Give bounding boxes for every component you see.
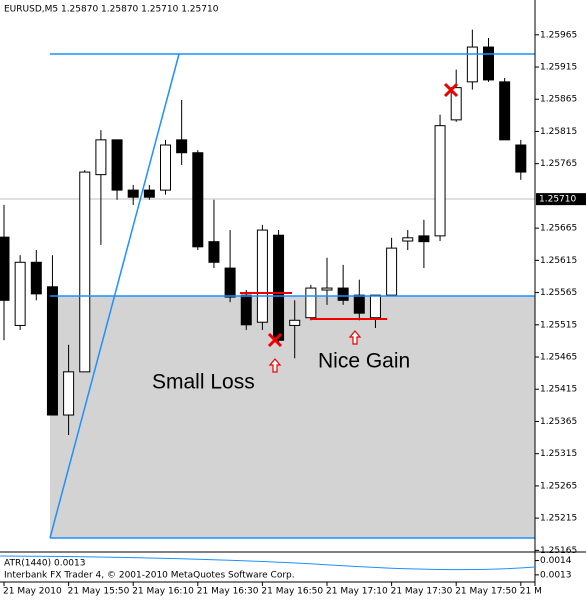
y-tick-label: 1.25365 (540, 417, 577, 427)
candle-body (208, 241, 220, 263)
x-markers (267, 82, 459, 348)
indicator-label: ATR(1440) 0.0013 (4, 559, 86, 569)
x-tick-label: 21 May 17:30 (391, 587, 453, 597)
y-tick-label: 1.25615 (540, 256, 577, 266)
candle-body (289, 319, 301, 326)
y-tick-label: 0.0014 (540, 556, 572, 566)
candle-body (127, 189, 139, 198)
y-tick-label: 1.25865 (540, 95, 577, 105)
candle-body (256, 229, 268, 323)
x-tick-label: 21 May 2010 (3, 587, 62, 597)
y-tick-label: 1.25665 (540, 224, 577, 234)
last-price-label: 1.25710 (539, 195, 576, 205)
candle-body (240, 294, 252, 326)
title-bg (2, 2, 234, 14)
y-tick-label: 1.25415 (540, 385, 577, 395)
x-tick-label: 21 May 15:50 (68, 587, 130, 597)
x-tick-label: 21 May 17:50 (455, 587, 517, 597)
candle-body (79, 171, 91, 373)
footer: Interbank FX Trader 4, © 2001-2010 MetaQ… (4, 571, 295, 581)
x-tick-label: 21 May 17:10 (326, 587, 388, 597)
candle-body (499, 81, 511, 141)
y-tick-label: 1.25165 (540, 546, 577, 556)
candle-body (337, 287, 349, 301)
candle-body (63, 371, 75, 416)
y-tick-label: 1.25465 (540, 353, 577, 363)
last-price-box (536, 193, 586, 206)
y-tick-label: 1.25215 (540, 514, 577, 524)
candle-body (111, 139, 123, 191)
y-tick-label: 1.25815 (540, 127, 577, 137)
candle-body (192, 152, 204, 248)
candle-body (450, 87, 462, 121)
candle-body (95, 139, 107, 176)
candle-body (321, 287, 333, 291)
y-tick-label: 0.0013 (540, 570, 572, 580)
candle-body (483, 46, 494, 81)
candles (0, 29, 527, 435)
candle-body (434, 125, 446, 237)
x-tick-label: 21 May 16:50 (261, 587, 323, 597)
annotation: Nice Gain (318, 350, 410, 373)
candle-body (224, 267, 236, 298)
candle-body (30, 261, 42, 295)
y-tick-label: 1.25765 (540, 159, 577, 169)
chart-title: EURUSD,M5 1.25870 1.25870 1.25710 1.2571… (4, 5, 219, 15)
shaded-zone (50, 296, 535, 538)
candle-body (176, 139, 188, 154)
candle-body (386, 247, 398, 296)
candle-body (515, 144, 527, 173)
trendline (49, 53, 180, 539)
candle-body (273, 234, 285, 341)
y-tick-label: 1.25915 (540, 63, 577, 73)
candle-body (305, 287, 317, 319)
x-tick-label: 21 May 16:10 (132, 587, 194, 597)
candle-body (369, 294, 381, 319)
candle-body (160, 144, 171, 191)
candle-body (353, 294, 365, 314)
y-tick-label: 1.25515 (540, 320, 577, 330)
candle-body (143, 189, 155, 198)
candle-body (402, 237, 414, 242)
candle-body (14, 261, 26, 326)
candle-body (466, 46, 478, 83)
candle-body (46, 286, 58, 416)
annotation: Small Loss (152, 371, 255, 394)
atr-line (0, 555, 536, 571)
x-tick-label: 21 May 16:30 (197, 587, 259, 597)
y-tick-label: 1.25565 (540, 288, 577, 298)
y-tick-label: 1.25315 (540, 449, 577, 459)
y-tick-label: 1.25965 (540, 30, 577, 40)
y-tick-label: 1.25265 (540, 481, 577, 491)
candle-body (418, 235, 430, 243)
candle-body (0, 236, 10, 301)
x-tick-label: 21 M (520, 587, 542, 597)
arrows (268, 330, 362, 373)
